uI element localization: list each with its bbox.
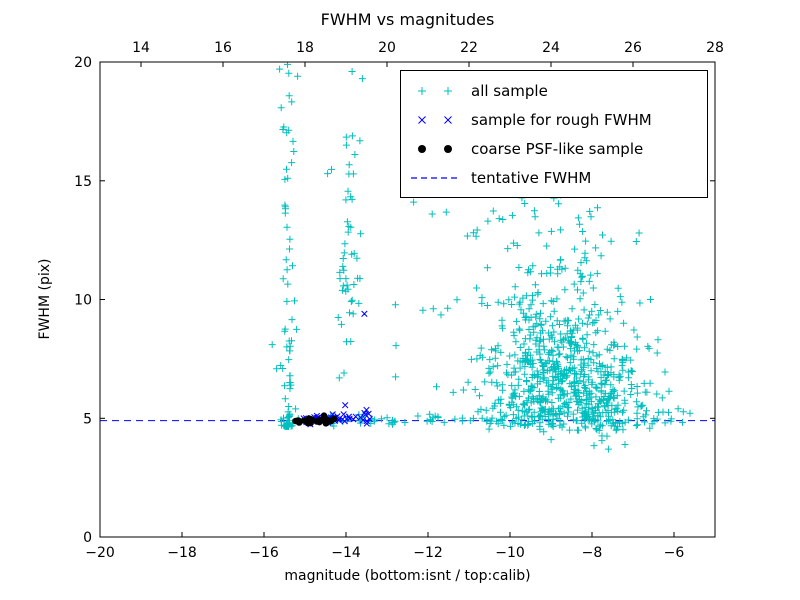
chart-title: FWHM vs magnitudes <box>320 10 495 29</box>
x-tick-label-bottom: −12 <box>413 545 443 561</box>
y-tick-label: 15 <box>74 174 92 190</box>
y-tick-label: 20 <box>74 55 92 71</box>
x-tick-label-bottom: −14 <box>331 545 361 561</box>
y-tick-label: 10 <box>74 293 92 309</box>
legend-label: sample for rough FWHM <box>471 110 652 129</box>
x-tick-label-top: 18 <box>296 40 314 56</box>
x-tick-label-bottom: −10 <box>495 545 525 561</box>
x-tick-label-top: 28 <box>706 40 724 56</box>
x-tick-label-top: 22 <box>460 40 478 56</box>
legend-marker-plus-icon <box>418 86 452 95</box>
x-axis-label: magnitude (bottom:isnt / top:calib) <box>284 568 531 584</box>
legend-item: all sample <box>409 76 699 105</box>
legend-label: all sample <box>471 81 548 100</box>
y-tick-label: 5 <box>83 411 92 427</box>
legend-marker-dashed-line-icon <box>411 176 459 179</box>
legend-item: coarse PSF-like sample <box>409 134 699 163</box>
legend-label: tentative FWHM <box>471 168 592 187</box>
legend: all sample sample for rough FWHM coarse PS… <box>400 70 708 198</box>
x-tick-label-top: 24 <box>542 40 560 56</box>
y-tick-label: 0 <box>83 530 92 546</box>
x-tick-label-bottom: −16 <box>249 545 279 561</box>
x-tick-label-top: 14 <box>132 40 150 56</box>
x-tick-label-bottom: −20 <box>85 545 115 561</box>
legend-marker-dot-icon <box>418 144 452 153</box>
legend-label: coarse PSF-like sample <box>471 139 644 158</box>
legend-item: sample for rough FWHM <box>409 105 699 134</box>
x-tick-label-bottom: −18 <box>167 545 197 561</box>
y-axis-label: FWHM (pix) <box>37 258 53 340</box>
x-tick-label-top: 26 <box>624 40 642 56</box>
series-coarse-PSF-like-sample <box>292 412 338 427</box>
x-tick-label-top: 20 <box>378 40 396 56</box>
series-all-sample <box>268 62 694 453</box>
series-sample-for-rough-FWHM <box>300 310 373 428</box>
ticks <box>99 61 716 538</box>
x-tick-label-bottom: −6 <box>664 545 685 561</box>
legend-marker-x-icon <box>418 115 452 124</box>
x-tick-label-top: 16 <box>214 40 232 56</box>
legend-item: tentative FWHM <box>409 163 699 192</box>
x-tick-label-bottom: −8 <box>582 545 603 561</box>
